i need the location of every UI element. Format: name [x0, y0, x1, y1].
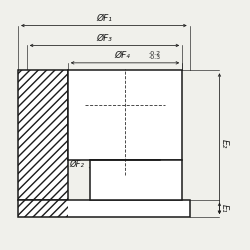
Text: ØF₂: ØF₂ [69, 160, 84, 169]
Bar [68, 70, 182, 160]
Bar [18, 70, 68, 200]
Text: ØF₄: ØF₄ [114, 51, 130, 60]
Text: D₄: D₄ [73, 94, 83, 102]
Text: E₁: E₁ [220, 204, 229, 212]
Text: ØF₁: ØF₁ [96, 14, 112, 22]
Bar [18, 200, 68, 217]
Text: -0.2: -0.2 [148, 52, 161, 57]
Bar [18, 200, 190, 217]
Bar [90, 160, 182, 200]
Text: -0.3: -0.3 [148, 55, 161, 60]
Text: ØF₃: ØF₃ [96, 34, 112, 42]
Text: E₂: E₂ [220, 139, 229, 148]
Bar [18, 70, 68, 200]
